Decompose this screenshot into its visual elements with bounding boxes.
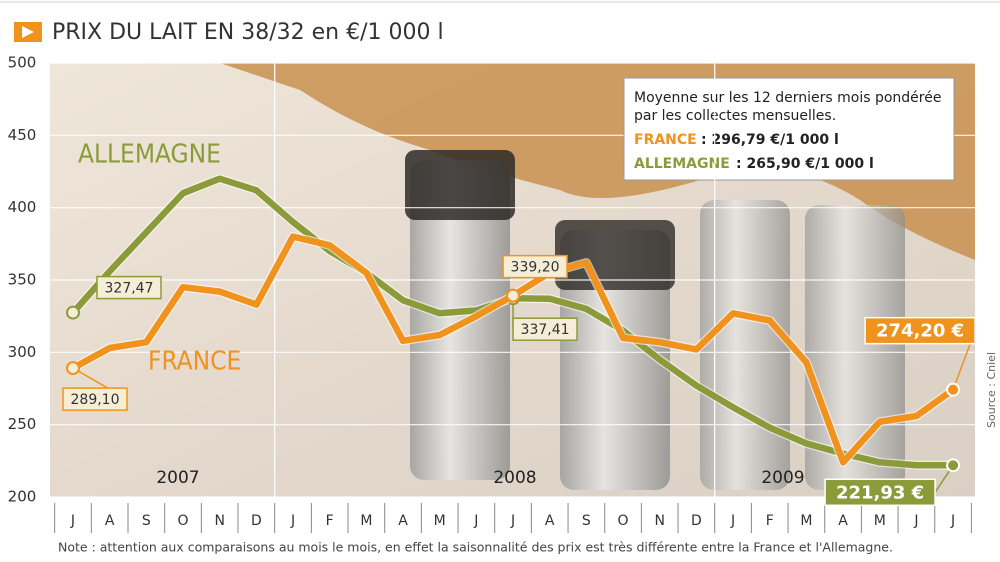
y-tick-label: 300 <box>8 343 37 361</box>
value-label-box <box>864 316 976 345</box>
series-name: ALLEMAGNE <box>78 140 221 170</box>
value-label-box <box>512 317 578 341</box>
y-tick-label: 250 <box>8 415 37 433</box>
year-label: 2009 <box>761 468 804 488</box>
x-tick-label: N <box>214 513 224 529</box>
summary-text: Moyenne sur les 12 derniers mois pondéré… <box>634 90 941 106</box>
x-tick-label: J <box>950 513 955 529</box>
value-label: 337,41 <box>521 322 570 338</box>
x-tick-label: J <box>290 513 295 529</box>
y-tick-label: 500 <box>8 54 37 72</box>
x-tick-label: M <box>874 513 886 529</box>
summary-item-value: : 265,90 €/1 000 l <box>736 156 874 172</box>
point-marker <box>66 361 80 376</box>
summary-box: Moyenne sur les 12 derniers mois pondéré… <box>623 77 955 181</box>
year-label: 2008 <box>493 468 536 488</box>
x-tick-label: J <box>510 513 515 529</box>
value-label-box <box>502 254 568 279</box>
value-label: 339,20 <box>511 260 560 276</box>
x-tick-label: J <box>730 513 735 529</box>
y-tick-label: 200 <box>8 488 37 506</box>
summary-item-name: FRANCE <box>634 132 697 148</box>
y-tick-label: 450 <box>8 126 37 144</box>
x-tick-label: A <box>105 513 115 529</box>
value-label-box <box>824 478 936 507</box>
title-icon-arrow <box>22 26 34 38</box>
x-tick-label: S <box>142 513 151 529</box>
value-label-box <box>96 275 162 300</box>
x-tick-label: J <box>70 513 75 529</box>
value-label: 289,10 <box>71 392 120 408</box>
x-tick-label: J <box>913 513 918 529</box>
chart-title: PRIX DU LAIT EN 38/32 en €/1 000 l <box>52 20 444 45</box>
point-marker <box>946 458 961 473</box>
y-tick-label: 400 <box>8 198 37 216</box>
x-tick-label: F <box>766 513 774 529</box>
series-name: FRANCE <box>148 347 241 377</box>
summary-item-value: : 296,79 €/1 000 l <box>701 132 839 148</box>
source: Source : Cniel <box>985 352 998 428</box>
summary-frame <box>623 77 955 181</box>
point-marker <box>506 288 521 303</box>
value-label: 221,93 € <box>836 482 924 503</box>
x-tick-label: F <box>326 513 334 529</box>
x-tick-label: S <box>582 513 591 529</box>
x-tick-label: A <box>398 513 408 529</box>
x-tick-label: A <box>545 513 555 529</box>
x-tick-label: J <box>473 513 478 529</box>
note: Note : attention aux comparaisons au moi… <box>58 540 893 555</box>
x-tick-label: M <box>360 513 372 529</box>
value-label-box <box>62 387 128 411</box>
x-tick-label: A <box>838 513 848 529</box>
value-label: 274,20 € <box>876 321 964 342</box>
point-marker <box>946 382 961 397</box>
summary-item-name: ALLEMAGNE <box>634 156 730 172</box>
x-tick-label: M <box>434 513 446 529</box>
x-tick-label: D <box>691 513 702 529</box>
x-tick-label: O <box>618 513 629 529</box>
x-tick-label: O <box>177 513 188 529</box>
x-tick-label: N <box>654 513 664 529</box>
summary-text: par les collectes mensuelles. <box>634 108 836 124</box>
year-label: 2007 <box>156 468 199 488</box>
x-tick-label: D <box>251 513 262 529</box>
y-tick-label: 350 <box>8 271 37 289</box>
point-marker <box>66 305 80 320</box>
x-tick-label: M <box>800 513 812 529</box>
value-label: 327,47 <box>105 281 154 297</box>
